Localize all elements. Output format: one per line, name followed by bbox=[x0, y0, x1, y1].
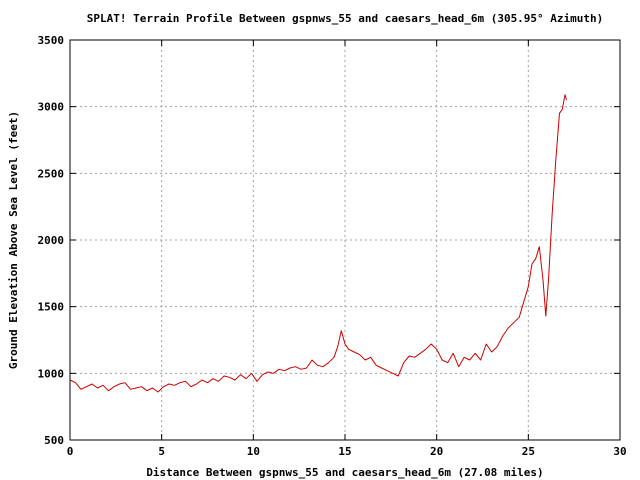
x-axis-label: Distance Between gspnws_55 and caesars_h… bbox=[146, 466, 543, 479]
y-tick-label: 1000 bbox=[38, 367, 65, 380]
chart-title: SPLAT! Terrain Profile Between gspnws_55… bbox=[87, 12, 604, 25]
y-tick-label: 500 bbox=[44, 434, 64, 447]
y-tick-label: 1500 bbox=[38, 301, 65, 314]
x-tick-label: 20 bbox=[430, 445, 443, 458]
y-tick-label: 3000 bbox=[38, 101, 65, 114]
axis-ticks: 0 5 10 15 20 25 30 500 1000 1500 2000 2500 3000 3500 bbox=[38, 34, 627, 458]
x-tick-label: 0 bbox=[67, 445, 74, 458]
series-group bbox=[69, 94, 567, 393]
x-tick-label: 5 bbox=[158, 445, 165, 458]
y-tick-label: 2000 bbox=[38, 234, 65, 247]
x-tick-label: 10 bbox=[247, 445, 260, 458]
grid-lines bbox=[70, 40, 620, 440]
x-tick-label: 30 bbox=[613, 445, 626, 458]
y-tick-label: 2500 bbox=[38, 167, 65, 180]
x-tick-label: 25 bbox=[522, 445, 535, 458]
terrain-profile-line bbox=[69, 94, 567, 393]
x-tick-label: 15 bbox=[338, 445, 351, 458]
y-tick-label: 3500 bbox=[38, 34, 65, 47]
y-axis-label: Ground Elevation Above Sea Level (feet) bbox=[7, 111, 20, 369]
